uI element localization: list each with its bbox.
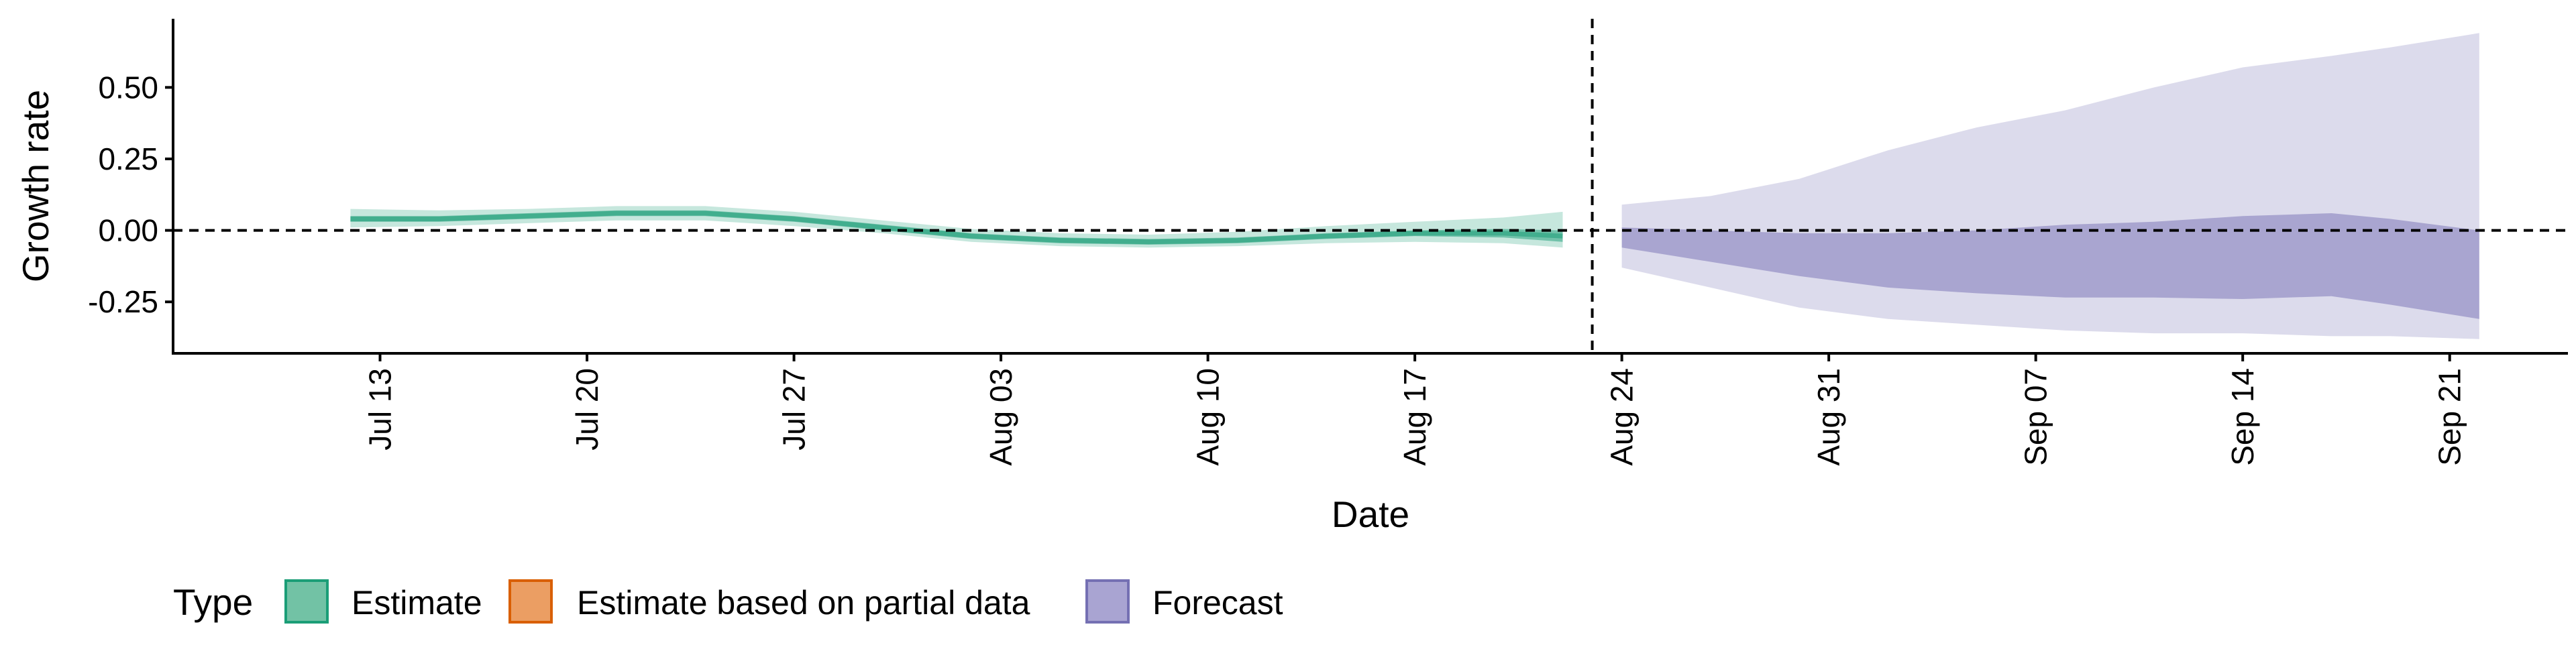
y-tick-label: -0.25: [88, 284, 158, 319]
legend-label: Estimate: [352, 584, 482, 622]
x-tick-label: Jul 20: [570, 368, 604, 451]
x-tick-label: Jul 13: [363, 368, 398, 451]
legend-swatch-estimate-based-on-partial-data: [508, 579, 553, 624]
x-tick-label: Aug 31: [1811, 368, 1846, 466]
x-tick-label: Sep 07: [2019, 368, 2053, 466]
legend-label: Estimate based on partial data: [577, 584, 1030, 622]
y-axis-title: Growth rate: [15, 90, 56, 282]
estimate-median-line: [350, 211, 1563, 245]
y-tick-label: 0.25: [98, 141, 158, 176]
estimate-band-90: [350, 206, 1563, 248]
legend-label: Forecast: [1152, 584, 1283, 622]
forecast-band-50: [1621, 213, 2479, 319]
legend-title: Type: [173, 581, 253, 623]
y-tick-label: 0.00: [98, 213, 158, 248]
x-tick-label: Sep 21: [2432, 368, 2467, 466]
x-axis-title: Date: [1332, 493, 1409, 535]
y-tick-label: 0.50: [98, 70, 158, 105]
x-tick-label: Jul 27: [777, 368, 812, 451]
legend-swatch-forecast: [1085, 579, 1130, 624]
x-tick-label: Aug 10: [1191, 368, 1226, 466]
x-tick-label: Sep 14: [2225, 368, 2260, 466]
x-tick-label: Aug 03: [983, 368, 1018, 466]
legend-swatch-estimate: [284, 579, 329, 624]
x-tick-label: Aug 17: [1397, 368, 1432, 466]
x-tick-label: Aug 24: [1605, 368, 1640, 466]
